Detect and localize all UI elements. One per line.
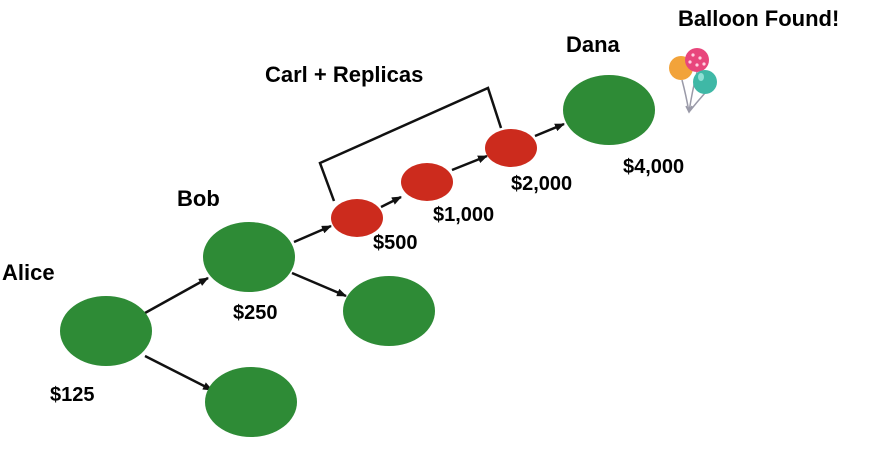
carl-replicas-bracket [318,86,503,202]
edge-replica3-dana [534,122,565,138]
node-replica-1 [331,199,383,237]
node-replica-2 [401,163,453,201]
reward-replica-2: $1,000 [433,204,494,226]
reward-alice: $125 [50,384,95,406]
node-replica-3 [485,129,537,167]
reward-replica-3: $2,000 [511,173,572,195]
label-alice: Alice [2,260,55,285]
node-bob [203,222,295,292]
edge-alice-bob [144,276,209,315]
label-bob: Bob [177,186,220,211]
edge-replica2-replica3 [451,154,488,172]
reward-dana: $4,000 [623,156,684,178]
edge-alice-bottom [144,354,213,392]
label-balloon-found: Balloon Found! [678,6,839,31]
node-alice [60,296,152,366]
edge-bob-right [291,271,347,298]
reward-bob: $250 [233,302,278,324]
node-dana [563,75,655,145]
label-dana: Dana [566,32,621,57]
edge-replica1-replica2 [380,195,402,209]
reward-replica-1: $500 [373,232,418,254]
node-alice-child [205,367,297,437]
label-carl-replicas: Carl + Replicas [265,62,423,87]
edges [144,122,565,392]
edge-bob-replica1 [293,224,332,244]
balloons-icon [669,48,717,114]
node-bob-child [343,276,435,346]
